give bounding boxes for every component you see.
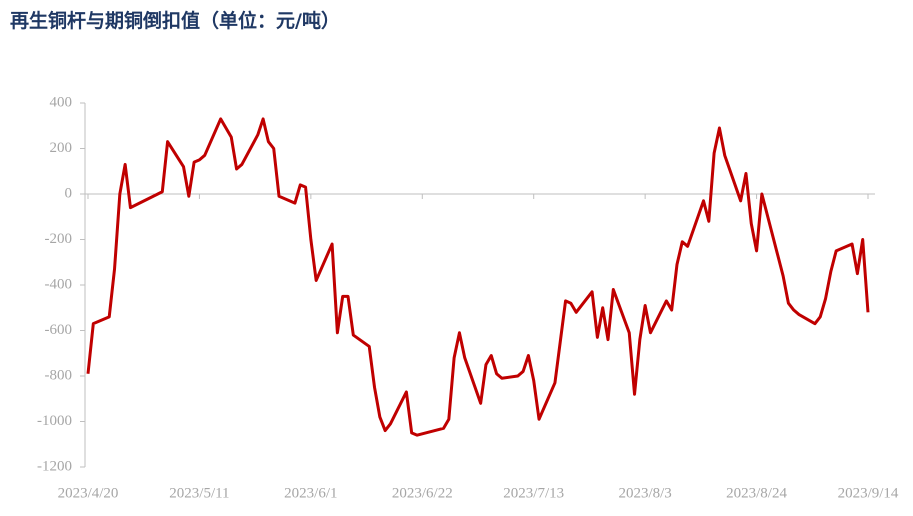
x-tick-label: 2023/7/13 [503, 485, 564, 501]
y-tick-label: 200 [50, 140, 73, 156]
y-tick-label: -400 [45, 276, 73, 292]
y-tick-label: -600 [45, 322, 73, 338]
x-tick-label: 2023/5/11 [169, 485, 229, 501]
y-tick-label: 0 [65, 185, 73, 201]
y-tick-label: -1200 [37, 458, 72, 474]
data-line [86, 117, 870, 437]
y-tick-label: 400 [50, 94, 73, 110]
chart-title: 再生铜杆与期铜倒扣值（单位：元/吨） [10, 9, 340, 32]
x-tick-label: 2023/8/3 [618, 485, 671, 501]
x-tick-label: 2023/9/14 [838, 485, 899, 501]
x-tick-label: 2023/6/1 [284, 485, 337, 501]
x-tick-label: 2023/8/24 [726, 485, 787, 501]
y-tick-label: -200 [45, 231, 73, 247]
y-tick-label: -800 [45, 367, 73, 383]
x-tick-label: 2023/4/20 [58, 485, 119, 501]
x-tick-label: 2023/6/22 [392, 485, 453, 501]
y-tick-label: -1000 [37, 413, 72, 429]
